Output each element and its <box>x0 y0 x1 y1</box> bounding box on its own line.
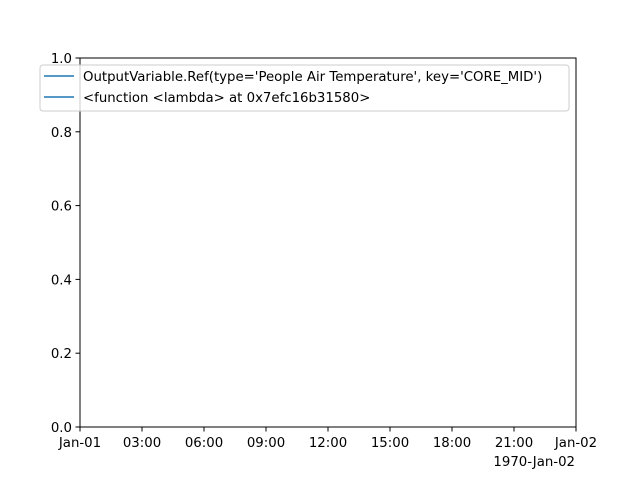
y-tick-label: 0.8 <box>51 126 72 141</box>
legend-label-series-1: OutputVariable.Ref(type='People Air Temp… <box>83 70 542 85</box>
y-tick-label: 0.4 <box>51 273 72 288</box>
y-tick-label: 0.6 <box>51 200 72 215</box>
x-tick-label: Jan-01 <box>58 436 101 451</box>
x-tick-label: 06:00 <box>185 436 223 451</box>
x-tick-label: 15:00 <box>371 436 409 451</box>
legend-box <box>39 64 570 112</box>
y-axis-ticks: 0.0 0.2 0.4 0.6 0.8 1.0 <box>51 52 80 436</box>
y-tick-label: 0.2 <box>51 347 72 362</box>
x-tick-label: 18:00 <box>433 436 471 451</box>
x-tick-label: 12:00 <box>309 436 347 451</box>
x-tick-label: 09:00 <box>247 436 285 451</box>
x-axis-ticks: Jan-01 03:00 06:00 09:00 12:00 15:00 18:00 21:0… <box>58 427 597 451</box>
axes <box>79 57 577 428</box>
legend-label-series-2: <function <lambda> at 0x7efc16b31580> <box>83 91 370 106</box>
legend: OutputVariable.Ref(type='People Air Temp… <box>39 64 570 112</box>
y-tick-label: 0.0 <box>51 421 72 436</box>
plot-area <box>79 57 577 428</box>
x-tick-label: 21:00 <box>495 436 533 451</box>
y-tick-label: 1.0 <box>51 52 72 67</box>
x-axis-offset-label: 1970-Jan-02 <box>493 455 575 470</box>
x-tick-label: Jan-02 <box>554 436 597 451</box>
x-tick-label: 03:00 <box>123 436 161 451</box>
